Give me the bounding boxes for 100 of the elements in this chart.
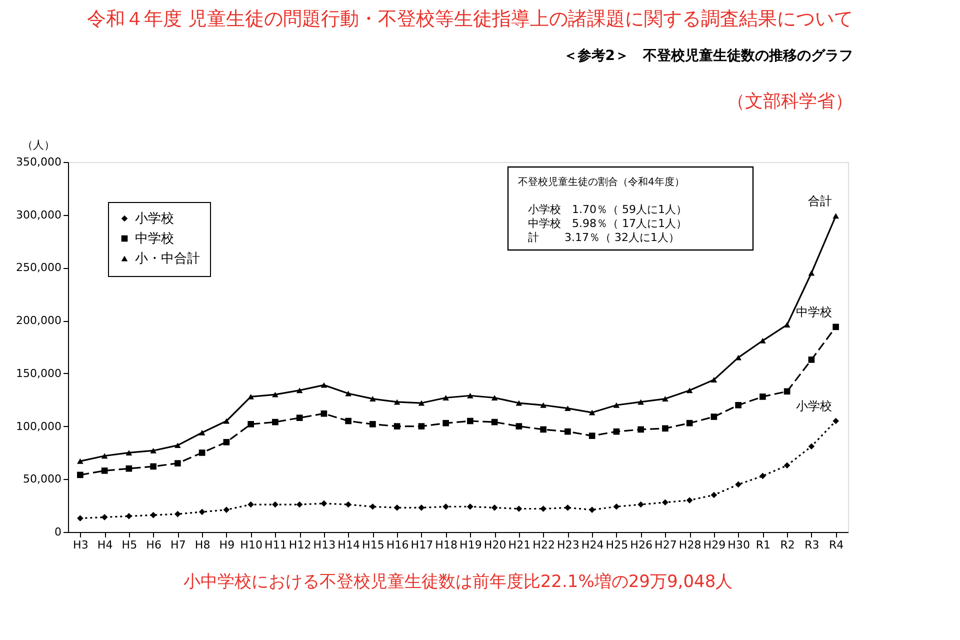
text: 小中学校における不登校児童生徒数は前年度比22.1%増の29万9,048人	[183, 572, 733, 592]
point	[564, 504, 571, 511]
point	[150, 512, 156, 518]
point	[808, 356, 815, 363]
x-tick-label: H16	[386, 538, 409, 552]
point	[223, 438, 230, 446]
point	[198, 450, 206, 456]
point	[638, 501, 644, 508]
chart-subtitle: ＜参考2＞ 不登校児童生徒数の推移のグラフ	[563, 47, 853, 64]
point	[320, 410, 328, 417]
point	[710, 492, 718, 498]
point	[174, 460, 181, 466]
point	[126, 512, 132, 520]
point	[126, 465, 132, 472]
point	[418, 504, 425, 511]
point	[491, 418, 498, 426]
chart-title: 令和４年度 児童生徒の問題行動・不登校等生徒指導上の諸課題に関する調査結果について	[86, 8, 853, 30]
x-tick-label: H22	[532, 538, 555, 552]
point	[686, 420, 693, 426]
y-tick-label: 300,000	[16, 208, 62, 222]
x-tick-label: H28	[678, 538, 702, 552]
y-tick-label: 0	[54, 526, 62, 538]
point	[735, 354, 742, 360]
point	[686, 497, 693, 504]
y-tick-label: 150,000	[16, 366, 62, 380]
point	[345, 418, 352, 424]
point	[467, 418, 474, 424]
x-tick-label: H13	[313, 538, 336, 552]
point	[491, 395, 498, 400]
point	[564, 406, 571, 412]
y-tick-label: 50,000	[23, 472, 62, 486]
point	[784, 462, 790, 469]
text: （文部科学省）	[727, 91, 853, 112]
point	[784, 322, 790, 328]
x-tick-label: R2	[780, 538, 795, 552]
point	[588, 506, 596, 513]
point	[101, 453, 108, 459]
point	[516, 400, 522, 406]
x-tick-label: H12	[288, 538, 312, 552]
point	[248, 421, 254, 428]
point	[832, 213, 839, 219]
point	[394, 423, 400, 430]
point	[418, 400, 425, 406]
point	[760, 394, 766, 400]
point	[832, 324, 839, 330]
point	[540, 402, 546, 408]
x-tick-label: H25	[606, 538, 628, 552]
point	[588, 432, 596, 439]
point	[613, 428, 620, 435]
point	[77, 472, 84, 478]
point	[198, 430, 206, 436]
point	[77, 458, 84, 464]
x-tick-label: H24	[581, 538, 604, 552]
point	[174, 442, 181, 448]
point	[491, 504, 498, 511]
point	[613, 402, 620, 408]
point	[710, 377, 718, 383]
point	[174, 510, 181, 518]
point	[370, 396, 376, 402]
annotation: 小学校 1.70％（ 59人に1人）	[528, 203, 687, 216]
y-axis-title: （人）	[22, 138, 55, 152]
y-tick-label: 250,000	[16, 261, 62, 274]
legend-label: 小・中合計	[135, 252, 200, 266]
point	[272, 501, 278, 508]
point	[272, 418, 278, 426]
x-tick-label: H20	[484, 538, 506, 552]
x-tick-label: H30	[728, 538, 750, 552]
x-tick-label: H10	[240, 538, 262, 552]
y-tick-label: 200,000	[16, 314, 62, 328]
x-tick-label: H3	[73, 538, 88, 552]
x-tick-label: H9	[219, 538, 235, 552]
annotation: 合計	[808, 194, 832, 208]
point	[296, 414, 303, 421]
point	[442, 420, 449, 426]
point	[735, 402, 742, 408]
point	[223, 418, 230, 424]
y-tick-label: 350,000	[16, 156, 62, 168]
point	[394, 399, 400, 405]
point	[77, 515, 84, 522]
point	[564, 428, 571, 435]
point	[638, 426, 644, 433]
point	[345, 501, 352, 508]
x-tick-label: H5	[122, 538, 138, 552]
point	[320, 500, 328, 507]
x-tick-label: H7	[170, 538, 186, 552]
point	[248, 501, 254, 508]
point	[101, 468, 108, 474]
point	[735, 481, 742, 488]
x-tick-label: R1	[756, 538, 771, 552]
x-tick-label: H29	[703, 538, 726, 552]
point	[320, 382, 328, 388]
point	[686, 388, 693, 394]
point	[101, 514, 108, 520]
point	[638, 399, 644, 405]
x-tick-label: H14	[338, 538, 360, 552]
point	[198, 508, 206, 516]
point	[662, 396, 668, 402]
point	[588, 410, 596, 416]
legend-label: 小学校	[135, 212, 174, 226]
x-tick-label: H17	[410, 538, 434, 552]
